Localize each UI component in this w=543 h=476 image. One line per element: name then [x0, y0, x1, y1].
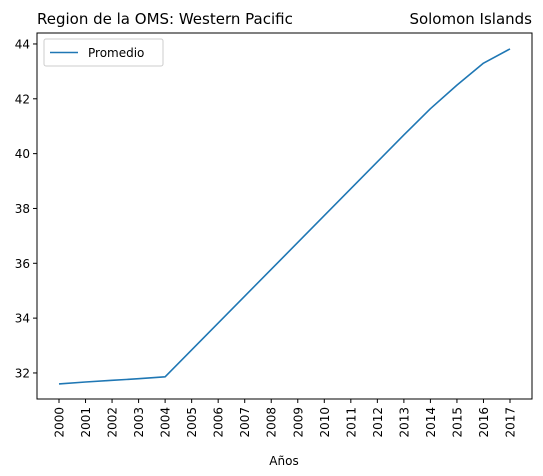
legend-label-promedio: Promedio [88, 46, 144, 60]
x-axis-label: Años [269, 454, 298, 468]
series-layer [58, 48, 511, 385]
y-tick-label: 36 [15, 257, 30, 271]
x-tick-label: 2012 [371, 407, 385, 438]
x-tick-label: 2007 [238, 407, 252, 438]
y-tick-label: 44 [15, 37, 30, 51]
x-tick-label: 2003 [132, 407, 146, 438]
x-axis: 2000 2001 2002 2003 2004 2005 2006 2007 2008 2009… [53, 399, 518, 438]
x-tick-label: 2010 [318, 407, 332, 438]
x-tick-label: 2016 [477, 407, 491, 438]
plot-area [36, 32, 533, 400]
x-tick-label: 2004 [159, 407, 173, 438]
y-tick-label: 32 [15, 366, 30, 380]
x-tick-label: 2015 [450, 407, 464, 438]
legend: Promedio [43, 38, 164, 67]
y-axis: 32 34 36 38 40 42 44 [15, 37, 37, 380]
x-tick-label: 2017 [504, 407, 518, 438]
x-tick-label: 2001 [79, 407, 93, 438]
chart-title-left: Region de la OMS: Western Pacific [37, 10, 293, 28]
y-tick-label: 40 [15, 147, 30, 161]
x-tick-label: 2008 [265, 407, 279, 438]
series-line-promedio [58, 48, 511, 385]
x-tick-label: 2000 [53, 407, 67, 438]
y-tick-label: 34 [15, 312, 30, 326]
x-tick-label: 2002 [106, 407, 120, 438]
legend-box [43, 38, 164, 67]
x-tick-label: 2006 [212, 407, 226, 438]
x-tick-label: 2014 [424, 407, 438, 438]
chart-title-right: Solomon Islands [409, 10, 532, 28]
x-tick-label: 2005 [185, 407, 199, 438]
y-tick-label: 38 [15, 202, 30, 216]
x-tick-label: 2013 [397, 407, 411, 438]
x-tick-label: 2011 [344, 407, 358, 438]
x-tick-label: 2009 [291, 407, 305, 438]
y-tick-label: 42 [15, 92, 30, 106]
